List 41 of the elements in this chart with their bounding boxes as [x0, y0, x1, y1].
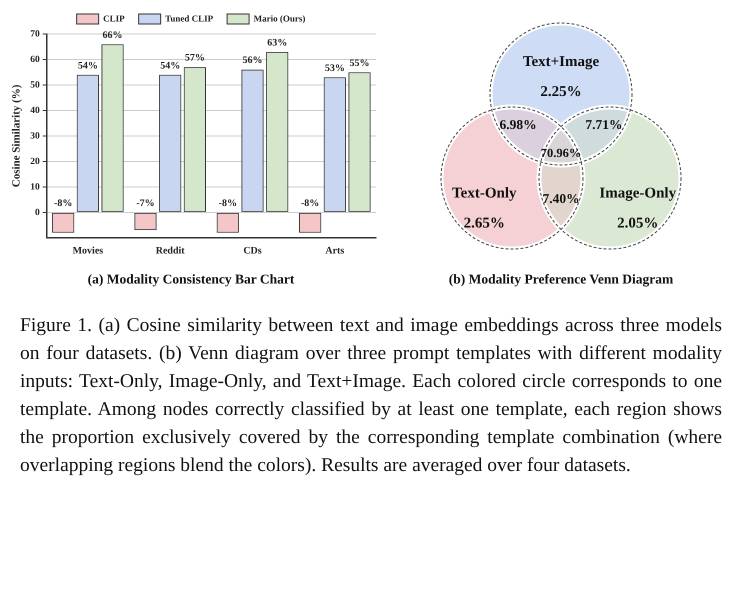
text: 70.96% [540, 146, 582, 160]
x-tick-label: CDs [243, 245, 262, 256]
data-label: 2.65% [464, 216, 505, 232]
data-label: 54% [78, 60, 98, 72]
data-label: -8% [218, 198, 237, 209]
y-axis-title: Cosine Similarity (%) [10, 84, 22, 188]
text: (a) Modality Consistency Bar Chart [88, 271, 295, 286]
y-tick-label: 10 [30, 182, 40, 192]
x-tick-label: Reddit [156, 245, 186, 256]
data-label: 2.05% [617, 216, 658, 232]
y-tick-label: 40 [30, 106, 40, 116]
data-label: 63% [267, 37, 288, 48]
category-label: Text-Only [452, 186, 517, 202]
data-label: 55% [350, 58, 370, 69]
legend-label: Tuned CLIP [165, 13, 214, 24]
data-label: 66% [102, 30, 123, 41]
y-tick-label: 70 [30, 29, 40, 40]
data-label: 56% [242, 55, 263, 66]
y-tick-label: 50 [30, 80, 40, 90]
x-tick-label: Arts [325, 245, 344, 256]
data-label: 53% [324, 62, 345, 74]
data-label: -8% [300, 198, 320, 209]
legend-label: CLIP [103, 13, 126, 24]
y-tick-label: 60 [30, 54, 40, 65]
y-tick-label: 20 [30, 156, 40, 167]
data-label: -8% [54, 198, 72, 209]
text: 7.71% [585, 116, 623, 132]
text: 7.40% [542, 190, 580, 206]
text: (b) Modality Preference Venn Diagram [448, 271, 674, 286]
x-tick-label: Movies [72, 245, 104, 256]
data-label: 54% [160, 60, 180, 72]
text: 6.98% [499, 116, 537, 132]
caption: Figure 1. (a) Cosine similarity between text and image embeddings across three models on four datasets. (b) Venn diagram over three prompt templates with different modality inputs: Text-Only, Image-Only, and Text+Image. Each colored circle corresponds to one template. Among nodes correctly classified by at least one template, each region shows the proportion exclusively covered by the corresponding template combination (where overlapping regions blend the colors). Results are averaged over four datasets. [20, 314, 722, 478]
data-label: 2.25% [540, 84, 582, 100]
y-tick-label: 30 [30, 131, 40, 142]
category-label: Text+Image [522, 54, 600, 70]
data-label: 57% [184, 52, 205, 64]
legend-label: Mario (Ours) [254, 13, 306, 24]
y-tick-label: 0 [34, 208, 40, 218]
data-label: -7% [136, 198, 155, 209]
category-label: Image-Only [599, 186, 677, 202]
